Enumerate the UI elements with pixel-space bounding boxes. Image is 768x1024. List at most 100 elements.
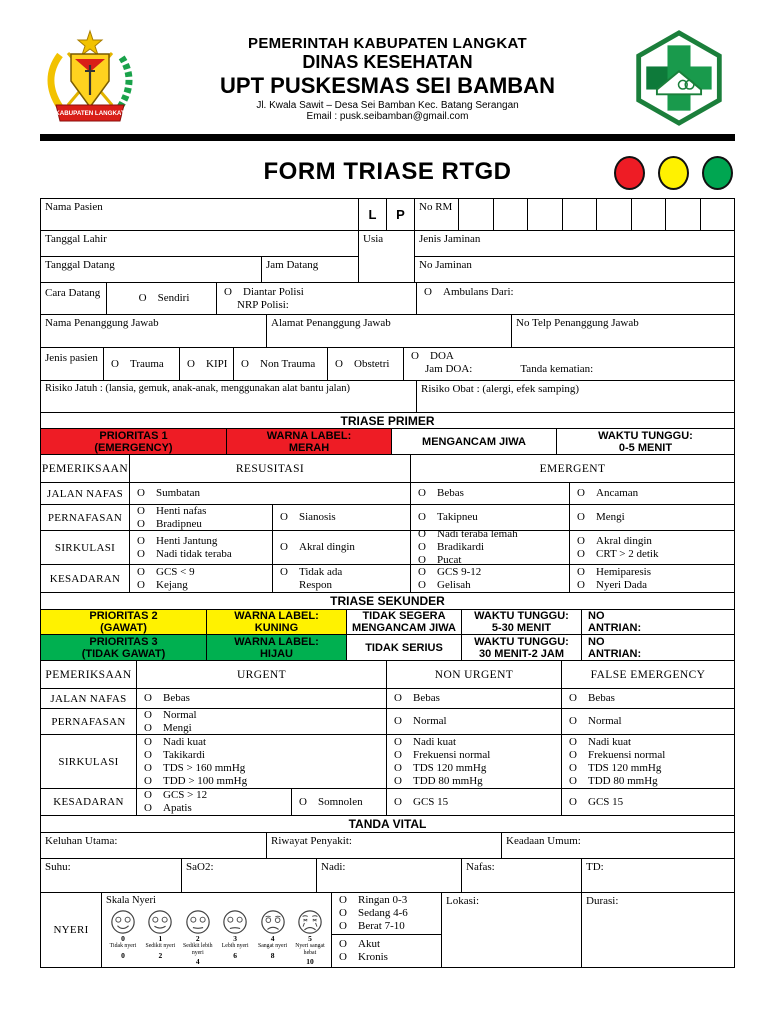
rm-digit-box[interactable]: [596, 199, 631, 230]
rm-digit-box[interactable]: [665, 199, 700, 230]
options-cell[interactable]: O Henti Jantung O Nadi tidak teraba: [129, 531, 272, 564]
radio-circle-icon[interactable]: O: [577, 547, 585, 560]
pain-face-1[interactable]: 1 Sedikit nyeri 2: [142, 909, 178, 966]
options-cell[interactable]: O Tidak ada Respon: [272, 565, 410, 592]
radio-circle-icon[interactable]: O: [394, 735, 402, 748]
option-ambulans[interactable]: O Ambulans Dari:: [416, 283, 734, 314]
radio-circle-icon[interactable]: O: [394, 761, 402, 774]
radio-circle-icon[interactable]: O: [280, 541, 288, 553]
options-cell[interactable]: O Nadi kuat O Frekuensi normal O TDS 120 mm…: [561, 735, 734, 788]
rm-digit-box[interactable]: [492, 199, 528, 230]
radio-circle-icon[interactable]: O: [569, 735, 577, 748]
rm-digit-box[interactable]: [458, 199, 493, 230]
pain-face-4[interactable]: 4 Sangat nyeri 8: [255, 909, 291, 966]
option-doa[interactable]: O DOA Jam DOA: Tanda kematian:: [403, 348, 734, 380]
option-obstetri[interactable]: O Obstetri: [327, 348, 403, 380]
radio-circle-icon[interactable]: O: [144, 761, 152, 774]
radio-circle-icon[interactable]: O: [394, 795, 402, 808]
field-risiko-jatuh[interactable]: Risiko Jatuh : (lansia, gemuk, anak-anak…: [45, 383, 350, 394]
radio-circle-icon[interactable]: O: [418, 541, 426, 553]
radio-circle-icon[interactable]: O: [418, 528, 426, 540]
radio-circle-icon[interactable]: O: [137, 578, 145, 591]
options-cell[interactable]: O Mengi: [569, 505, 734, 530]
radio-circle-icon[interactable]: O: [394, 774, 402, 787]
radio-circle-icon[interactable]: O: [339, 907, 347, 919]
option-non-trauma[interactable]: O Non Trauma: [233, 348, 327, 380]
rm-digit-box[interactable]: [527, 199, 562, 230]
radio-circle-icon[interactable]: O: [339, 951, 347, 963]
options-cell[interactable]: O Bebas: [410, 483, 569, 504]
radio-circle-icon[interactable]: O: [137, 565, 145, 578]
field-keadaan-umum[interactable]: Keadaan Umum:: [501, 833, 734, 858]
radio-circle-icon[interactable]: O: [569, 692, 577, 704]
radio-circle-icon[interactable]: O: [339, 894, 347, 906]
radio-circle-icon[interactable]: O: [137, 504, 145, 517]
pain-face-2[interactable]: 2 Sedikit lebih nyeri 4: [180, 909, 216, 966]
options-cell[interactable]: O Sianosis: [272, 505, 410, 530]
radio-circle-icon[interactable]: O: [137, 517, 145, 530]
radio-circle-icon[interactable]: O: [144, 692, 152, 704]
radio-circle-icon[interactable]: O: [144, 748, 152, 761]
field-lokasi[interactable]: Lokasi:: [441, 893, 581, 967]
field-tanggal-lahir[interactable]: Tanggal Lahir: [45, 233, 107, 245]
options-cell[interactable]: O Normal: [561, 709, 734, 734]
rm-digit-box[interactable]: [630, 199, 666, 230]
radio-circle-icon[interactable]: O: [394, 748, 402, 761]
radio-circle-icon[interactable]: O: [144, 708, 152, 721]
field-jam-doa[interactable]: Jam DOA:: [425, 363, 473, 375]
pain-type-options[interactable]: O Akut O Kronis: [332, 934, 441, 967]
option-sendiri[interactable]: O Sendiri: [106, 283, 216, 314]
radio-circle-icon[interactable]: O: [137, 487, 145, 499]
field-riwayat-penyakit[interactable]: Riwayat Penyakit:: [266, 833, 501, 858]
field-durasi[interactable]: Durasi:: [581, 893, 734, 967]
radio-circle-icon[interactable]: O: [424, 286, 432, 298]
radio-circle-icon[interactable]: O: [339, 920, 347, 932]
radio-circle-icon[interactable]: O: [339, 938, 347, 950]
radio-circle-icon[interactable]: O: [418, 487, 426, 499]
option-trauma[interactable]: O Trauma: [103, 348, 179, 380]
field-nama-pasien[interactable]: Nama Pasien: [45, 201, 103, 213]
radio-circle-icon[interactable]: O: [418, 578, 426, 591]
radio-circle-icon[interactable]: O: [144, 774, 152, 787]
radio-circle-icon[interactable]: O: [569, 748, 577, 761]
field-jenis-jaminan[interactable]: Jenis Jaminan: [419, 233, 481, 245]
options-cell[interactable]: O Henti nafas O Bradipneu: [129, 505, 272, 530]
options-cell[interactable]: O Hemiparesis O Nyeri Dada: [569, 565, 734, 592]
options-cell[interactable]: O GCS < 9 O Kejang: [129, 565, 272, 592]
field-usia[interactable]: Usia: [358, 231, 414, 282]
radio-circle-icon[interactable]: O: [280, 565, 288, 578]
pain-face-0[interactable]: 0 Tidak nyeri 0: [105, 909, 141, 966]
radio-circle-icon[interactable]: O: [418, 554, 426, 566]
radio-circle-icon[interactable]: O: [577, 487, 585, 499]
field-nrp-polisi[interactable]: NRP Polisi:: [237, 298, 289, 311]
radio-circle-icon[interactable]: O: [280, 511, 288, 523]
radio-circle-icon[interactable]: O: [418, 511, 426, 523]
options-cell[interactable]: O Bebas: [386, 689, 561, 708]
options-cell[interactable]: O Nadi teraba lemah O Bradikardi O Pucat: [410, 528, 569, 566]
rm-digit-box[interactable]: [699, 199, 735, 230]
radio-circle-icon[interactable]: O: [394, 715, 402, 727]
radio-circle-icon[interactable]: O: [299, 795, 307, 808]
field-nafas[interactable]: Nafas:: [461, 859, 581, 892]
radio-circle-icon[interactable]: O: [569, 795, 577, 808]
options-cell[interactable]: O GCS 15: [386, 789, 561, 815]
radio-circle-icon[interactable]: O: [569, 774, 577, 787]
option-kipi[interactable]: O KIPI: [179, 348, 233, 380]
options-cell[interactable]: O Somnolen: [291, 789, 386, 815]
field-tanda-kematian[interactable]: Tanda kematian:: [520, 363, 594, 375]
pain-face-3[interactable]: 3 Lebih nyeri 6: [217, 909, 253, 966]
radio-circle-icon[interactable]: O: [224, 285, 232, 298]
checkbox-perempuan[interactable]: P: [386, 199, 414, 230]
field-alamat-pj[interactable]: Alamat Penanggung Jawab: [266, 315, 511, 347]
radio-circle-icon[interactable]: O: [569, 715, 577, 727]
field-no-jaminan[interactable]: No Jaminan: [415, 256, 734, 282]
field-keluhan-utama[interactable]: Keluhan Utama:: [45, 835, 118, 847]
options-cell[interactable]: O Ancaman: [569, 483, 734, 504]
priority-2-queue-number[interactable]: NO ANTRIAN:: [581, 610, 734, 634]
pain-face-5[interactable]: 5 Nyeri sangat hebat 10: [292, 909, 328, 966]
radio-circle-icon[interactable]: O: [577, 511, 585, 523]
radio-circle-icon[interactable]: O: [241, 357, 249, 370]
options-cell[interactable]: O GCS 9-12 O Gelisah: [410, 565, 569, 592]
radio-circle-icon[interactable]: O: [577, 534, 585, 547]
